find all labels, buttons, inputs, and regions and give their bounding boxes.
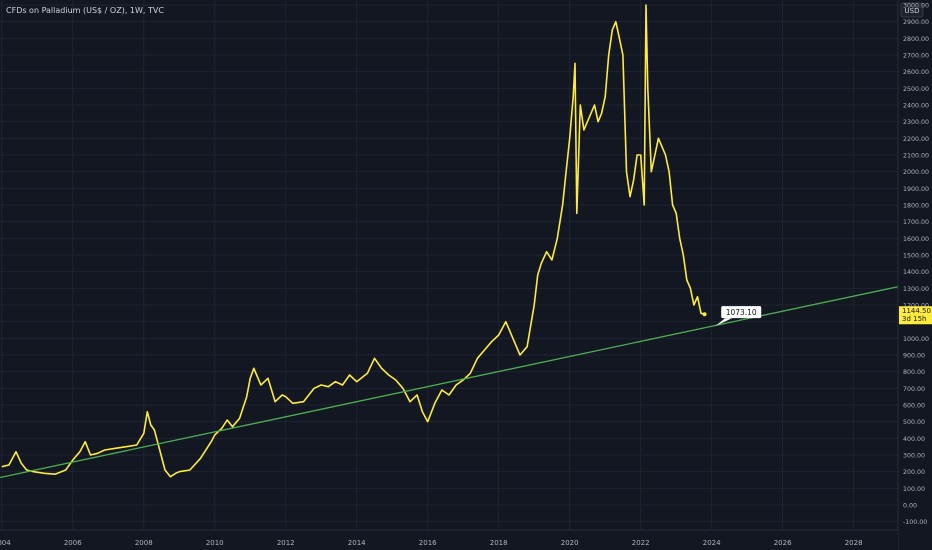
time-tick-label: 2022 xyxy=(632,539,650,547)
time-tick-label: 2006 xyxy=(64,539,82,547)
price-series-line[interactable] xyxy=(1,4,705,478)
current-price-countdown: 3d 15h xyxy=(902,315,926,323)
price-tick-label: 1600.00 xyxy=(903,236,929,243)
grid-lines xyxy=(0,0,898,530)
price-tick-label: 500.00 xyxy=(903,419,925,426)
trend-line[interactable] xyxy=(0,286,899,479)
time-tick-label: 2020 xyxy=(561,539,579,547)
price-tick-label: 1700.00 xyxy=(903,219,929,226)
current-price-bg xyxy=(899,306,932,325)
price-tick-label: 0.00 xyxy=(903,503,917,510)
price-tick-label: 700.00 xyxy=(903,386,925,393)
annotation-pointer xyxy=(715,318,733,327)
time-tick-label: 2010 xyxy=(206,539,224,547)
time-tick-label: 2028 xyxy=(845,539,863,547)
time-tick-label: 2012 xyxy=(277,539,295,547)
price-tick-label: 900.00 xyxy=(903,353,925,360)
price-tick-label: 2800.00 xyxy=(903,36,929,43)
price-annotation[interactable]: 1073.10 xyxy=(715,306,762,327)
chart-title: CFDs on Palladium (US$ / OZ), 1W, TVC xyxy=(6,6,164,15)
last-price-dot xyxy=(702,312,707,317)
price-tick-label: 2500.00 xyxy=(903,86,929,93)
price-tick-label: 1800.00 xyxy=(903,203,929,210)
price-axis[interactable] xyxy=(898,0,932,550)
time-tick-label: 2004 xyxy=(0,539,11,547)
price-tick-label: 2000.00 xyxy=(903,169,929,176)
current-price-tag: 1144.50 3d 15h xyxy=(899,306,932,325)
time-tick-label: 2008 xyxy=(135,539,153,547)
current-price-value: 1144.50 xyxy=(902,307,931,315)
price-tick-label: 600.00 xyxy=(903,403,925,410)
price-tick-label: 2900.00 xyxy=(903,19,929,26)
annotation-label: 1073.10 xyxy=(726,308,757,317)
time-tick-label: 2016 xyxy=(419,539,437,547)
price-tick-label: 2600.00 xyxy=(903,69,929,76)
price-tick-label: 2200.00 xyxy=(903,136,929,143)
price-tick-label: 3000.00 xyxy=(903,3,929,10)
price-tick-label: 300.00 xyxy=(903,453,925,460)
price-tick-label: 1400.00 xyxy=(903,269,929,276)
price-tick-label: 800.00 xyxy=(903,369,925,376)
price-tick-label: -100.00 xyxy=(903,519,927,526)
price-tick-label: 1300.00 xyxy=(903,286,929,293)
price-tick-label: 1000.00 xyxy=(903,336,929,343)
annotation-box xyxy=(721,306,762,319)
series-layer xyxy=(0,4,899,479)
time-tick-label: 2018 xyxy=(490,539,508,547)
time-tick-label: 2024 xyxy=(703,539,721,547)
time-axis-labels: 2004 2006 2008 2010 2012 2014 2016 2018 2020 2022… xyxy=(0,539,863,547)
currency-badge[interactable] xyxy=(900,2,924,18)
price-tick-label: 400.00 xyxy=(903,436,925,443)
price-tick-label: 200.00 xyxy=(903,469,925,476)
time-tick-label: 2014 xyxy=(348,539,366,547)
price-tick-label: 2700.00 xyxy=(903,53,929,60)
price-tick-label: 1900.00 xyxy=(903,186,929,193)
price-tick-label: 100.00 xyxy=(903,486,925,493)
time-axis[interactable] xyxy=(0,530,898,550)
price-tick-label: 2400.00 xyxy=(903,103,929,110)
price-tick-label: 2300.00 xyxy=(903,119,929,126)
currency-label: USD xyxy=(905,7,920,15)
price-tick-label: 1500.00 xyxy=(903,253,929,260)
price-tick-label: 2100.00 xyxy=(903,153,929,160)
price-tick-label: 1200.00 xyxy=(903,303,929,310)
time-tick-label: 2026 xyxy=(774,539,792,547)
